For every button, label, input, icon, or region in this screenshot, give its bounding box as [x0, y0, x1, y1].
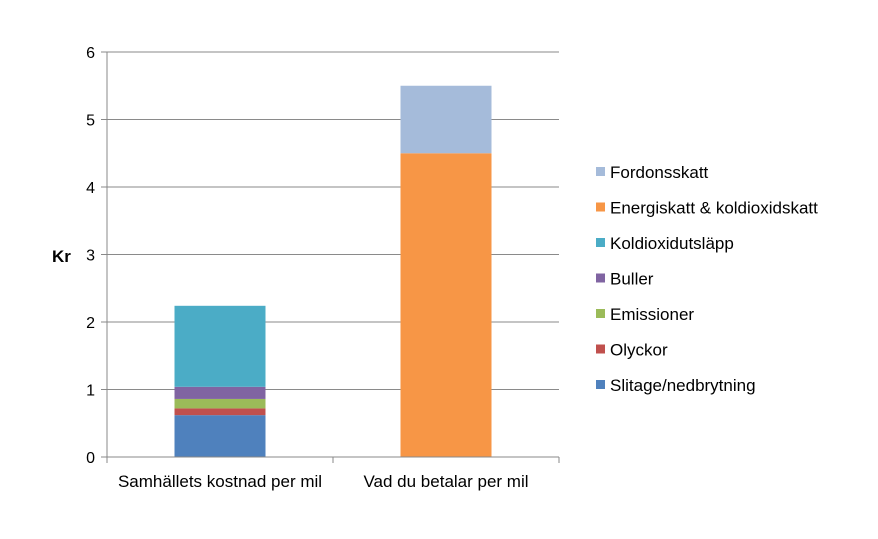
- x-axis-ticks: [106, 457, 560, 463]
- y-tick-label: 3: [86, 248, 95, 265]
- legend-label: Energiskatt & koldioxidskatt: [610, 199, 818, 218]
- y-axis-ticks: 0 1 2 3 4 5 6: [86, 45, 107, 467]
- y-tick-label: 1: [86, 383, 95, 400]
- bar-segment: [400, 153, 492, 457]
- y-tick-label: 2: [86, 315, 95, 332]
- bar-segment: [400, 85, 492, 154]
- bar-segment: [174, 408, 266, 416]
- bars: [174, 85, 492, 457]
- bar-segment: [174, 415, 266, 457]
- bar-segment: [174, 305, 266, 387]
- legend-label: Koldioxidutsläpp: [610, 234, 734, 253]
- legend-swatch: [596, 380, 605, 389]
- y-tick-label: 6: [86, 45, 95, 62]
- legend-label: Slitage/nedbrytning: [610, 376, 756, 395]
- legend-swatch: [596, 238, 605, 247]
- legend-swatch: [596, 344, 605, 354]
- legend-swatch: [596, 309, 605, 318]
- legend: Fordonsskatt Energiskatt & koldioxidskatt…: [596, 163, 818, 395]
- legend-label: Olyckor: [610, 341, 668, 360]
- legend-swatch: [596, 273, 605, 283]
- y-tick-label: 0: [86, 450, 95, 467]
- x-category-label: Samhällets kostnad per mil: [118, 472, 322, 491]
- legend-label: Fordonsskatt: [610, 163, 709, 182]
- bar-segment: [174, 386, 266, 399]
- y-axis-label: Kr: [52, 247, 71, 266]
- bar-segment: [174, 398, 266, 409]
- legend-label: Buller: [610, 270, 654, 289]
- y-tick-label: 4: [86, 180, 95, 197]
- x-axis-category-labels: Samhällets kostnad per mil Vad du betalar…: [118, 472, 529, 491]
- legend-swatch: [596, 167, 605, 176]
- y-tick-label: 5: [86, 113, 95, 130]
- legend-swatch: [596, 202, 605, 212]
- x-category-label: Vad du betalar per mil: [363, 472, 528, 491]
- legend-label: Emissioner: [610, 305, 694, 324]
